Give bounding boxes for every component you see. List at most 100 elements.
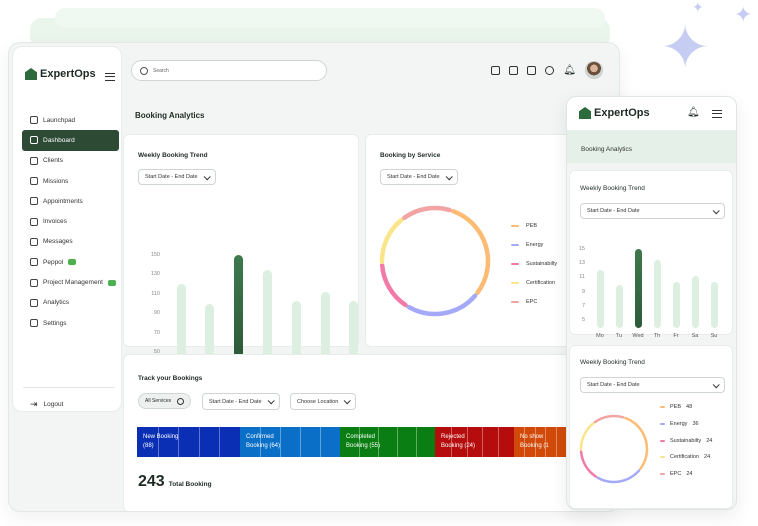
donut-slice-epc[interactable] <box>593 414 625 424</box>
sidebar-item-messages[interactable]: Messages <box>22 232 119 252</box>
calendar-add-icon[interactable] <box>491 65 501 75</box>
y-tick-label: 150 <box>150 252 160 258</box>
all-services-filter[interactable]: All Services <box>138 393 192 409</box>
brand-logo[interactable]: ExpertOps <box>25 68 96 80</box>
segment-tick <box>320 427 321 457</box>
y-tick-label: 130 <box>150 271 160 278</box>
track-bookings-card: Track your Bookings All Services Start D… <box>123 354 619 511</box>
badge <box>107 279 116 286</box>
legend-value: 24 <box>704 454 711 461</box>
menu-icon[interactable] <box>712 110 722 118</box>
status-segment[interactable]: New Booking (88) <box>137 427 240 457</box>
sidebar-item-settings[interactable]: Settings <box>22 313 119 333</box>
date-range-dropdown[interactable]: Start Date - End Date <box>138 169 216 185</box>
chart-bar[interactable] <box>710 282 718 328</box>
segment-label: Completed <box>346 434 376 440</box>
chart-bar[interactable] <box>349 300 359 358</box>
sidebar-item-invoices[interactable]: Invoices <box>22 211 119 231</box>
date-range-dropdown[interactable]: Start Date - End Date <box>380 169 458 185</box>
sidebar-item-missions[interactable]: Missions <box>22 171 119 191</box>
status-segment[interactable]: Rejected Booking (24) <box>435 427 514 457</box>
topbar-icons: 🔔︎ <box>491 61 603 79</box>
sidebar-item-analytics[interactable]: Analytics <box>22 293 119 313</box>
date-range-label: Start Date - End Date <box>387 174 440 180</box>
card-title: Weekly Booking Trend <box>580 185 645 192</box>
chart-bar[interactable] <box>320 291 330 358</box>
avatar[interactable] <box>585 61 603 79</box>
chart-bar[interactable] <box>596 270 604 328</box>
sidebar-item-clients[interactable]: Clients <box>22 151 119 171</box>
donut-slice-peb[interactable] <box>450 208 491 295</box>
donut-slice-peb[interactable] <box>624 416 649 471</box>
document-icon[interactable] <box>527 65 537 75</box>
donut-slice-sustainabilty[interactable] <box>579 450 597 478</box>
segment-count: Booking (55) <box>346 443 381 449</box>
legend-swatch <box>511 282 519 284</box>
booking-status-bar: New Booking (88) Confirmed Booking (64) Comp… <box>137 427 619 457</box>
sparkle-icon: ✦ <box>692 0 704 15</box>
logo-icon <box>25 68 37 80</box>
donut-slice-energy[interactable] <box>406 293 478 317</box>
segment-tick <box>157 427 159 457</box>
segment-label: New Booking <box>143 434 179 440</box>
sidebar-item-dashboard[interactable]: Dashboard <box>22 130 119 151</box>
brand-logo[interactable]: ExpertOps <box>579 107 650 119</box>
globe-icon[interactable] <box>545 65 555 75</box>
date-range-label: Start Date - End Date <box>587 208 640 214</box>
menu-icon[interactable] <box>105 73 115 81</box>
chart-bar[interactable] <box>653 259 661 328</box>
y-tick-label: 70 <box>153 329 160 336</box>
sidebar-item-peppol[interactable]: Peppol <box>22 252 119 272</box>
legend-item: Energy 36 <box>660 421 699 427</box>
chart-bar[interactable] <box>176 284 186 358</box>
sidebar-item-appointments[interactable]: Appointments <box>22 191 119 211</box>
date-range-dropdown[interactable]: Start Date - End Date <box>580 203 725 219</box>
sidebar-item-label: Launchpad <box>43 116 76 124</box>
chevron-down-icon <box>712 380 720 388</box>
sidebar-item-project-management[interactable]: Project Management <box>22 272 119 292</box>
logo-icon <box>579 107 591 119</box>
chart-bar[interactable] <box>205 303 215 358</box>
divider <box>23 387 115 388</box>
chart-bar[interactable] <box>634 249 642 328</box>
date-range-dropdown[interactable]: Start Date - End Date <box>202 393 280 410</box>
all-services-label: All Services <box>145 398 172 404</box>
chart-bar[interactable] <box>262 269 272 358</box>
search-placeholder: Search <box>153 67 169 74</box>
chart-bar[interactable] <box>672 282 680 328</box>
legend-swatch <box>511 263 519 265</box>
segment-tick <box>555 427 557 457</box>
donut-slice-energy[interactable] <box>596 469 641 484</box>
chart-bar[interactable] <box>615 284 623 328</box>
chart-bar[interactable] <box>291 300 301 358</box>
bell-icon[interactable]: 🔔︎ <box>687 107 700 118</box>
task-list-icon[interactable] <box>509 65 519 75</box>
chart-bar[interactable] <box>234 255 244 358</box>
legend-label: EPC <box>670 471 682 478</box>
missions-icon <box>30 177 38 186</box>
segment-count: Booking (64) <box>246 443 281 449</box>
status-segment[interactable]: Completed Booking (55) <box>340 427 435 457</box>
donut-slice-epc[interactable] <box>402 205 452 221</box>
donut-slice-certification[interactable] <box>379 217 404 264</box>
status-segment[interactable]: No show Booking (1 <box>514 427 566 457</box>
chart-bar[interactable] <box>691 275 699 328</box>
donut-slice-sustainabilty[interactable] <box>379 263 408 308</box>
logout-button[interactable]: ⇥ Logout <box>30 399 63 410</box>
status-segment[interactable]: Confirmed Booking (64) <box>240 427 340 457</box>
card-title: Weekly Booking Trend <box>580 359 645 366</box>
donut-slice-certification[interactable] <box>579 422 595 451</box>
user-icon <box>30 156 38 165</box>
bell-icon[interactable]: 🔔︎ <box>563 64 576 76</box>
sidebar: ExpertOps Launchpad Dashboard Clients Missi… <box>12 46 122 412</box>
search-input[interactable]: Search <box>131 60 327 81</box>
mobile-header: ExpertOps 🔔︎ <box>567 97 736 131</box>
mobile-bar-chart: 15 13 11 9 7 5 Mo Tu Wed Th Fr Sa Su <box>570 171 734 339</box>
segment-label: Rejected <box>441 434 465 440</box>
legend-swatch <box>660 439 665 442</box>
total-booking-value: 243 <box>138 473 165 490</box>
sidebar-item-launchpad[interactable]: Launchpad <box>22 110 119 130</box>
mobile-service-donut-chart <box>579 414 649 484</box>
date-range-dropdown[interactable]: Start Date - End Date <box>580 377 725 393</box>
location-dropdown[interactable]: Choose Location <box>290 393 357 410</box>
